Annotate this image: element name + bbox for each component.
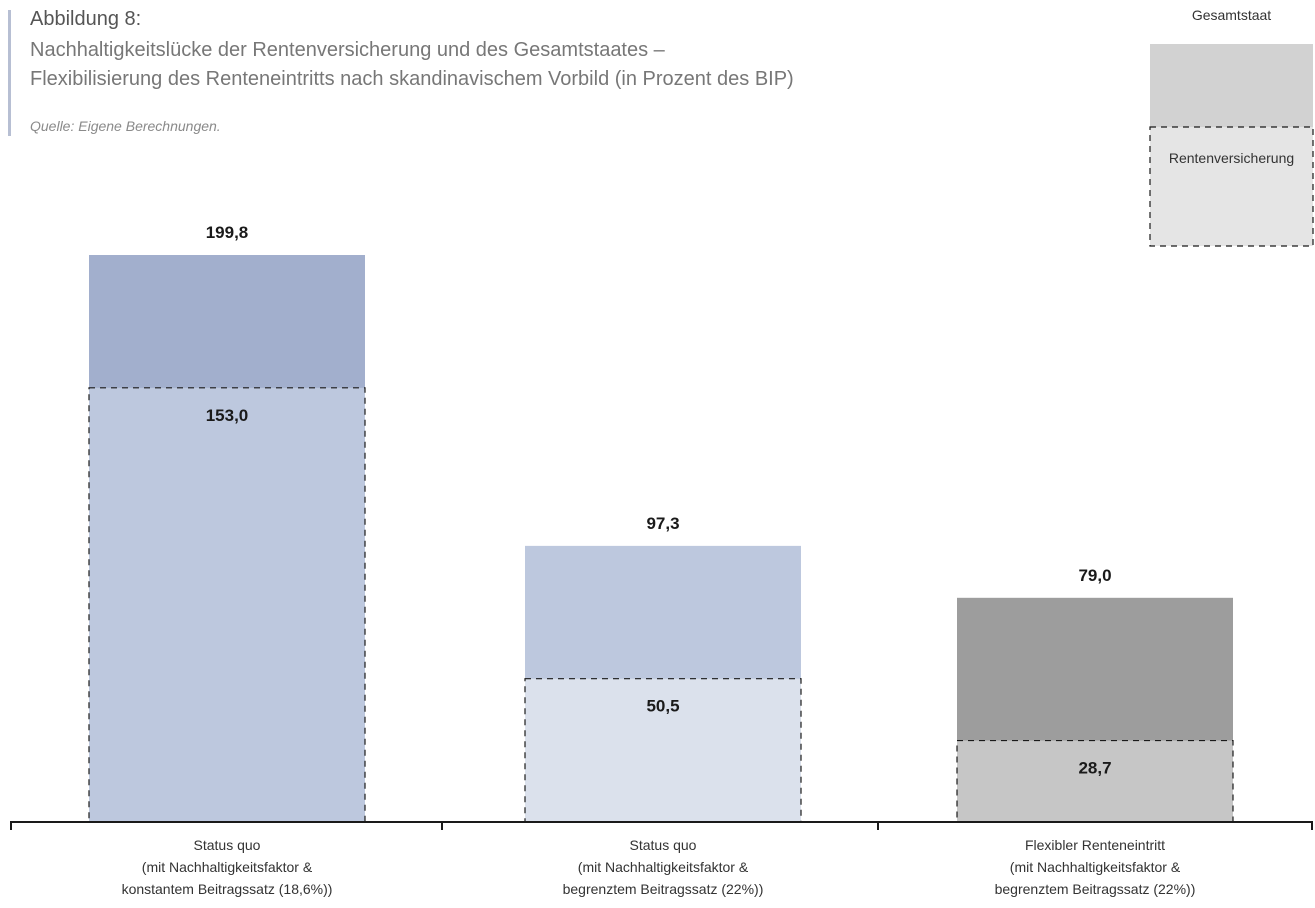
data-label-rentenversicherung: 50,5	[646, 697, 679, 716]
bar-rentenversicherung	[956, 739, 1234, 823]
data-label-gesamtstaat: 97,3	[646, 514, 679, 533]
data-label-gesamtstaat: 199,8	[206, 223, 249, 242]
figure-title: Nachhaltigkeitslücke der Rentenversicher…	[30, 36, 794, 94]
legend-label-rentenversicherung: Rentenversicherung	[1169, 150, 1294, 166]
figure-title-line: Flexibilisierung des Renteneintritts nac…	[30, 68, 794, 90]
bar-rentenversicherung	[524, 678, 802, 823]
category-label: Status quo	[194, 837, 261, 853]
category-label: (mit Nachhaltigkeitsfaktor &	[142, 859, 313, 875]
figure-number: Abbildung 8:	[30, 8, 142, 30]
data-label-gesamtstaat: 79,0	[1078, 566, 1111, 585]
legend-label-gesamtstaat: Gesamtstaat	[1192, 7, 1271, 23]
category-label: (mit Nachhaltigkeitsfaktor &	[1010, 859, 1181, 875]
category-label: Flexibler Renteneintritt	[1025, 837, 1165, 853]
header-accent-bar	[8, 10, 11, 136]
category-label: konstantem Beitragssatz (18,6%))	[122, 881, 333, 897]
data-label-rentenversicherung: 153,0	[206, 406, 249, 425]
category-label: begrenztem Beitragssatz (22%))	[563, 881, 764, 897]
legend-swatch-rentenversicherung	[1149, 126, 1314, 247]
figure-title-line: Nachhaltigkeitslücke der Rentenversicher…	[30, 39, 665, 61]
category-label: begrenztem Beitragssatz (22%))	[995, 881, 1196, 897]
category-label: (mit Nachhaltigkeitsfaktor &	[578, 859, 749, 875]
bar-rentenversicherung	[88, 387, 366, 823]
data-label-rentenversicherung: 28,7	[1078, 759, 1111, 778]
category-label: Status quo	[630, 837, 697, 853]
figure-source: Quelle: Eigene Berechnungen.	[30, 118, 221, 134]
